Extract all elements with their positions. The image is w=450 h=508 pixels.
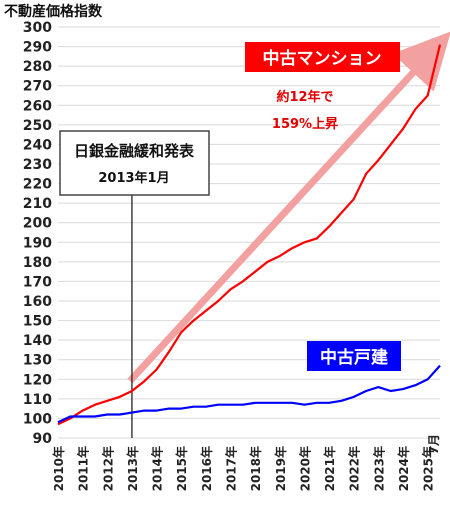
y-axis-label: 不動産価格指数 — [4, 3, 103, 20]
event-box: 日銀金融緩和発表 2013年1月 — [59, 130, 210, 196]
y-tick-label: 210 — [23, 196, 52, 212]
y-tick-label: 300 — [23, 20, 52, 36]
y-axis-ticks: 90 100 110 120 130 140 150 160 170 180 190 200 210 22… — [23, 20, 52, 447]
x-tick-label: 2019年 — [273, 446, 288, 491]
x-tick-label: 2010年 — [51, 446, 66, 491]
event-box-frame — [59, 130, 210, 196]
y-tick-label: 260 — [23, 98, 52, 114]
y-tick-label: 110 — [23, 392, 52, 408]
y-tick-label: 270 — [23, 79, 52, 95]
y-tick-label: 150 — [23, 314, 52, 330]
mansion-label-box: 中古マンション — [245, 42, 400, 72]
y-tick-label: 160 — [23, 294, 52, 310]
house-label: 中古戸建 — [320, 347, 388, 368]
x-tick-label: 2022年 — [347, 446, 362, 491]
y-tick-label: 180 — [23, 255, 52, 271]
y-tick-label: 240 — [23, 137, 52, 153]
y-tick-label: 250 — [23, 118, 52, 134]
x-tick-label: 2024年 — [396, 446, 411, 491]
y-tick-label: 290 — [23, 40, 52, 56]
mansion-label: 中古マンション — [263, 48, 382, 69]
y-tick-label: 280 — [23, 59, 52, 75]
mansion-growth-line1: 約12年で — [276, 89, 333, 105]
x-tick-label: 2013年 — [125, 446, 140, 491]
house-label-box: 中古戸建 — [307, 341, 401, 371]
event-box-date: 2013年1月 — [98, 170, 169, 186]
x-tick-label: 2015年 — [174, 446, 189, 491]
x-tick-label: 2016年 — [199, 446, 214, 491]
y-tick-label: 220 — [23, 177, 52, 193]
end-month-label: 7月 — [427, 434, 441, 454]
x-tick-label: 2025年 — [421, 446, 436, 491]
x-tick-label: 2011年 — [76, 446, 91, 491]
x-axis-ticks: 2010年 2011年 2012年 2013年 2014年 2015年 2016年 2017年… — [51, 446, 436, 491]
y-tick-label: 200 — [23, 216, 52, 232]
y-tick-label: 230 — [23, 157, 52, 173]
y-tick-label: 130 — [23, 353, 52, 369]
house-series-line — [57, 364, 441, 424]
y-tick-label: 140 — [23, 333, 52, 349]
y-tick-label: 120 — [23, 372, 52, 388]
event-box-title: 日銀金融緩和発表 — [74, 142, 195, 160]
trend-arrow — [127, 31, 450, 384]
mansion-label-bg — [245, 42, 400, 72]
y-tick-label: 100 — [23, 411, 52, 427]
x-tick-label: 2014年 — [150, 446, 165, 491]
y-tick-label: 90 — [33, 431, 53, 447]
y-tick-label: 170 — [23, 274, 52, 290]
series-lines — [57, 44, 442, 426]
mansion-growth-line2: 159%上昇 — [272, 117, 338, 132]
x-tick-label: 2020年 — [297, 446, 312, 491]
mansion-series-line — [57, 44, 442, 426]
x-tick-label: 2018年 — [248, 446, 263, 491]
x-tick-label: 2021年 — [322, 446, 337, 491]
x-tick-label: 2023年 — [371, 446, 386, 491]
grid — [58, 26, 440, 439]
y-tick-label: 190 — [23, 235, 52, 251]
x-tick-label: 2017年 — [224, 446, 239, 491]
house-label-bg — [307, 341, 401, 371]
x-tick-label: 2012年 — [100, 446, 115, 491]
